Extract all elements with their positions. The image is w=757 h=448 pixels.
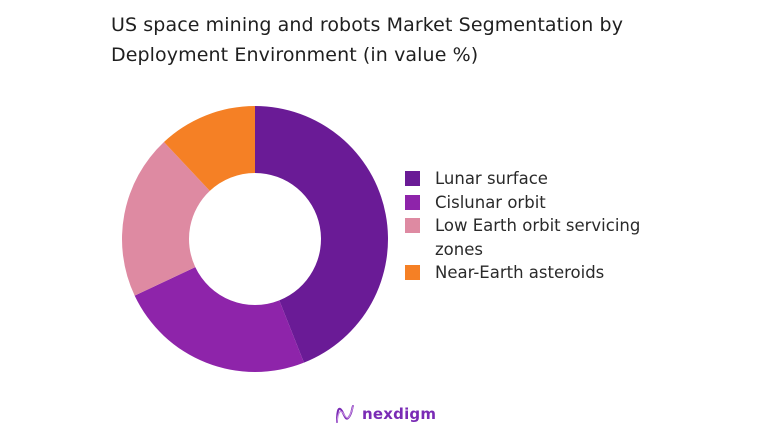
legend-label: Low Earth orbit servicing zones	[435, 216, 641, 259]
nexdigm-logo-icon	[336, 405, 354, 423]
slice-lunar-surface	[255, 106, 388, 363]
legend-swatch	[405, 171, 420, 186]
chart-title-line-1: US space mining and robots Market Segmen…	[111, 14, 624, 36]
legend-label: Cislunar orbit	[435, 192, 546, 212]
slice-low-earth-orbit	[122, 142, 210, 296]
legend-label: Near-Earth asteroids	[435, 263, 605, 282]
brand-name: nexdigm	[362, 405, 437, 423]
legend-swatch	[405, 218, 420, 233]
chart-legend: Lunar surface Cislunar orbit Low Earth o…	[405, 167, 695, 285]
legend-swatch	[405, 194, 420, 210]
donut-slices	[122, 106, 388, 372]
legend-label: Lunar surface	[435, 169, 548, 188]
chart-title-line-2: Deployment Environment (in value %)	[111, 44, 479, 66]
legend-item-low-earth-orbit: Low Earth orbit servicing zones	[405, 214, 667, 261]
legend-item-cislunar-orbit: Cislunar orbit	[405, 191, 695, 215]
nexdigm-logo: nexdigm	[334, 403, 436, 425]
slice-cislunar-orbit	[134, 267, 304, 372]
chart-title: US space mining and robots Market Segmen…	[111, 10, 623, 70]
legend-swatch	[405, 265, 420, 280]
slice-near-earth-asteroids	[163, 106, 255, 191]
legend-item-near-earth-asteroids: Near-Earth asteroids	[405, 261, 695, 285]
legend-item-lunar-surface: Lunar surface	[405, 167, 695, 191]
